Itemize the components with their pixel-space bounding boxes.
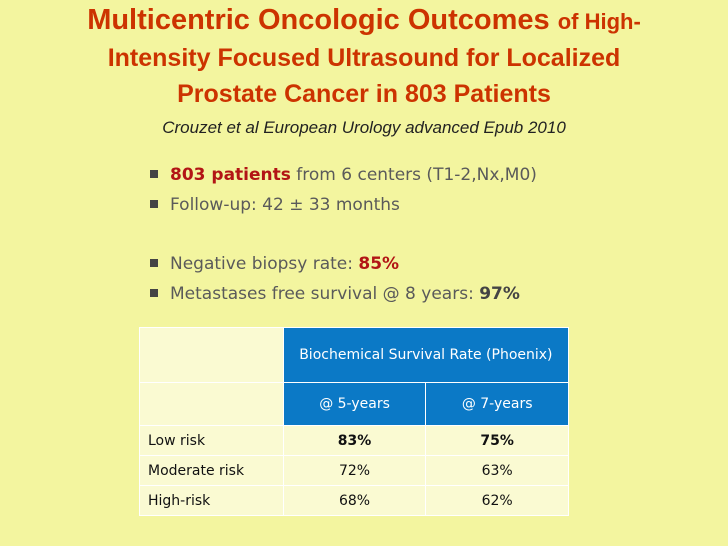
survival-table: Biochemical Survival Rate (Phoenix) @ 5-… [139, 327, 570, 516]
table-corner-cell [139, 327, 284, 383]
cell-value: 83% [282, 425, 427, 456]
cell-value: 72% [282, 455, 427, 486]
row-label: Moderate risk [139, 455, 284, 486]
citation: Crouzet et al European Urology advanced … [162, 118, 566, 137]
bullet-biopsy-highlight: 85% [358, 254, 400, 274]
cell-value: 62% [425, 485, 569, 516]
bullet-metastases-text: Metastases free survival @ 8 years: [170, 284, 480, 304]
title-line3: Prostate Cancer in 803 Patients [177, 80, 551, 108]
slide-title: Multicentric Oncologic Outcomes of High-… [0, 2, 728, 112]
table-header-row: Biochemical Survival Rate (Phoenix) [139, 327, 570, 383]
row-label: Low risk [139, 425, 284, 456]
table-row: Moderate risk 72% 63% [139, 455, 569, 486]
table-subheader-row: @ 5-years @ 7-years [139, 382, 569, 426]
bullet-patients: 803 patients from 6 centers (T1-2,Nx,M0) [150, 160, 537, 190]
bullet-patients-text: from 6 centers (T1-2,Nx,M0) [290, 165, 537, 185]
cell-value: 63% [425, 455, 569, 486]
bullet-followup-text: Follow-up: 42 ± 33 months [170, 195, 400, 215]
bullet-patients-highlight: 803 patients [170, 165, 291, 185]
bullet-list: 803 patients from 6 centers (T1-2,Nx,M0)… [150, 160, 537, 309]
column-header-5-years: @ 5-years [282, 382, 427, 426]
bullet-metastases-highlight: 97% [479, 284, 520, 304]
title-line2: Intensity Focused Ultrasound for Localiz… [107, 44, 621, 72]
cell-value: 68% [282, 485, 427, 516]
table-row: High-risk 68% 62% [139, 485, 569, 516]
title-line1-main: Multicentric Oncologic Outcomes [87, 4, 550, 36]
bullet-biopsy: Negative biopsy rate: 85% [150, 249, 537, 279]
title-line1-small: of High- [557, 9, 641, 34]
bullet-followup: Follow-up: 42 ± 33 months [150, 190, 537, 220]
table-group-header: Biochemical Survival Rate (Phoenix) [282, 327, 570, 383]
bullet-biopsy-text: Negative biopsy rate: [170, 254, 359, 274]
column-header-7-years: @ 7-years [425, 382, 569, 426]
table-corner-cell-2 [139, 382, 284, 426]
bullet-metastases: Metastases free survival @ 8 years: 97% [150, 279, 537, 309]
row-label: High-risk [139, 485, 284, 516]
table-row: Low risk 83% 75% [139, 425, 569, 456]
cell-value: 75% [425, 425, 569, 456]
